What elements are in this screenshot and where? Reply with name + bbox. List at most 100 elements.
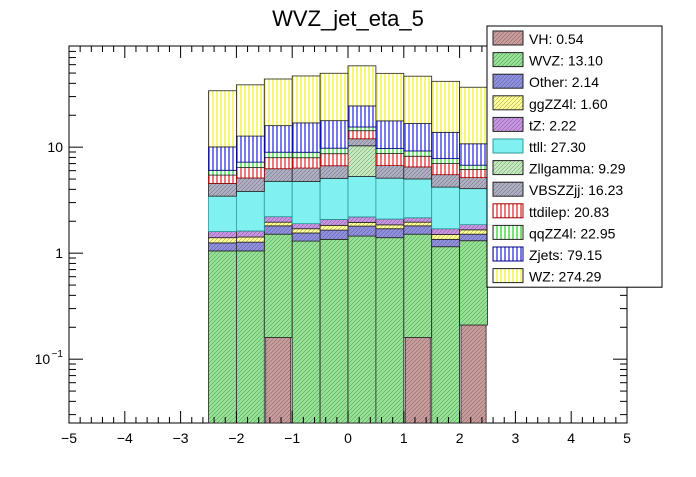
- legend-swatch: [492, 95, 524, 111]
- series-ttdilep: [208, 130, 488, 184]
- x-tick-label: 0: [344, 430, 352, 446]
- x-axis: −5 −4 −3 −2 −1 0 1 2 3 4 5: [61, 46, 631, 446]
- bar-wvz-bin-9: [459, 240, 488, 326]
- bar-other-bin-6: [375, 228, 405, 239]
- legend-label: Zllgamma: 9.29: [529, 161, 626, 177]
- bar-qqzz4l-bin-0: [208, 169, 237, 176]
- legend-swatch: [492, 203, 524, 219]
- bar-other-bin-8: [431, 238, 461, 248]
- bar-ttdilep-bin-6: [375, 153, 405, 167]
- bar-wvz-bin-1: [235, 250, 265, 424]
- y-tick-label: 10: [47, 139, 63, 155]
- bar-qqzz4l-bin-7: [403, 150, 433, 157]
- bar-wz-bin-6: [375, 72, 405, 122]
- bar-wz-bin-0: [208, 90, 237, 148]
- bar-vbszzjj-bin-6: [375, 165, 405, 179]
- x-tick-label: −3: [173, 430, 189, 446]
- bar-qqzz4l-bin-4: [319, 147, 349, 155]
- bar-zjets-bin-4: [319, 120, 349, 149]
- bar-tz-bin-3: [291, 223, 321, 230]
- bar-other-bin-3: [291, 232, 321, 242]
- bar-vh-bin-7: [404, 337, 431, 424]
- bar-vbszzjj-bin-9: [459, 177, 488, 190]
- legend-entry-zllgamma: Zllgamma: 9.29: [492, 160, 626, 177]
- legend-label: ttdilep: 20.83: [529, 204, 609, 220]
- legend-label: ggZZ4l: 1.60: [529, 96, 608, 112]
- series-other: [208, 225, 488, 252]
- y-tick-label: 10: [35, 351, 51, 367]
- bar-wvz-bin-8: [431, 246, 461, 424]
- bar-ttll-bin-1: [235, 191, 265, 232]
- bar-vbszzjj-bin-8: [431, 174, 461, 188]
- bar-ttll-bin-3: [291, 181, 321, 225]
- bar-ggzz4l-bin-8: [431, 234, 461, 240]
- legend-entry-zjets: Zjets: 79.15: [492, 246, 602, 263]
- bar-qqzz4l-bin-2: [263, 151, 293, 159]
- bar-zjets-bin-5: [347, 105, 377, 128]
- legend-swatch: [492, 246, 524, 262]
- legend-label: WZ: 274.29: [529, 269, 602, 285]
- legend-entry-ttll: ttll: 27.30: [492, 138, 586, 155]
- bar-tz-bin-1: [235, 230, 265, 238]
- bar-zjets-bin-0: [208, 146, 237, 171]
- bar-ggzz4l-bin-4: [319, 224, 349, 231]
- bar-ggzz4l-bin-1: [235, 236, 265, 243]
- bar-vbszzjj-bin-7: [403, 166, 433, 180]
- bar-zjets-bin-1: [235, 135, 265, 163]
- legend-entry-other: Other: 2.14: [492, 73, 599, 90]
- chart-title: WVZ_jet_eta_5: [272, 6, 424, 31]
- bar-ggzz4l-bin-5: [347, 222, 377, 227]
- bar-ttdilep-bin-7: [403, 155, 433, 168]
- x-tick-label: 2: [456, 430, 464, 446]
- bar-ggzz4l-bin-0: [208, 237, 237, 244]
- bar-ttll-bin-6: [375, 177, 405, 220]
- bar-ggzz4l-bin-3: [291, 228, 321, 234]
- bar-other-bin-0: [208, 242, 237, 252]
- bar-ttdilep-bin-5: [347, 130, 377, 140]
- legend-swatch: [492, 160, 524, 176]
- bar-tz-bin-6: [375, 218, 405, 226]
- bar-other-bin-9: [459, 233, 488, 242]
- legend-label: VH: 0.54: [529, 31, 584, 47]
- bar-ttll-bin-5: [347, 175, 377, 218]
- y-tick-label: 1: [55, 245, 63, 261]
- bar-wz-bin-7: [403, 75, 433, 124]
- bar-ggzz4l-bin-7: [403, 221, 433, 227]
- bar-qqzz4l-bin-6: [375, 148, 405, 154]
- x-tick-label: 5: [623, 430, 631, 446]
- bar-ttll-bin-4: [319, 177, 349, 220]
- bar-ttdilep-bin-0: [208, 174, 237, 184]
- legend-entry-ttdilep: ttdilep: 20.83: [492, 203, 609, 220]
- legend-label: Zjets: 79.15: [529, 247, 602, 263]
- bar-wz-bin-3: [291, 75, 321, 124]
- bar-zllgamma-bin-5: [347, 145, 377, 177]
- bar-zjets-bin-3: [291, 122, 321, 153]
- bar-ggzz4l-bin-2: [263, 221, 293, 227]
- legend-label: WVZ: 13.10: [529, 53, 603, 69]
- bar-ggzz4l-bin-9: [459, 229, 488, 235]
- legend-entry-vbszzjj: VBSZZjj: 16.23: [492, 181, 623, 198]
- x-tick-label: 1: [400, 430, 408, 446]
- bar-vbszzjj-bin-5: [347, 138, 377, 147]
- bar-wz-bin-9: [459, 86, 488, 145]
- bar-wvz-bin-0: [208, 250, 237, 424]
- bar-other-bin-4: [319, 229, 349, 240]
- bar-other-bin-2: [263, 225, 293, 235]
- bar-qqzz4l-bin-5: [347, 126, 377, 132]
- bar-vh-bin-9: [460, 324, 487, 424]
- bar-wvz-bin-2: [263, 233, 293, 338]
- x-tick-label: −1: [284, 430, 300, 446]
- x-tick-label: −2: [228, 430, 244, 446]
- x-tick-label: −4: [117, 430, 133, 446]
- bar-ttll-bin-8: [431, 186, 461, 230]
- bar-zjets-bin-7: [403, 123, 433, 152]
- bar-qqzz4l-bin-3: [291, 151, 321, 159]
- bar-wvz-bin-5: [347, 235, 377, 424]
- bar-tz-bin-5: [347, 216, 377, 223]
- bar-ttdilep-bin-2: [263, 157, 293, 170]
- series-ttll: [208, 175, 488, 232]
- legend-label: Other: 2.14: [529, 74, 599, 90]
- bar-ttdilep-bin-1: [235, 167, 265, 179]
